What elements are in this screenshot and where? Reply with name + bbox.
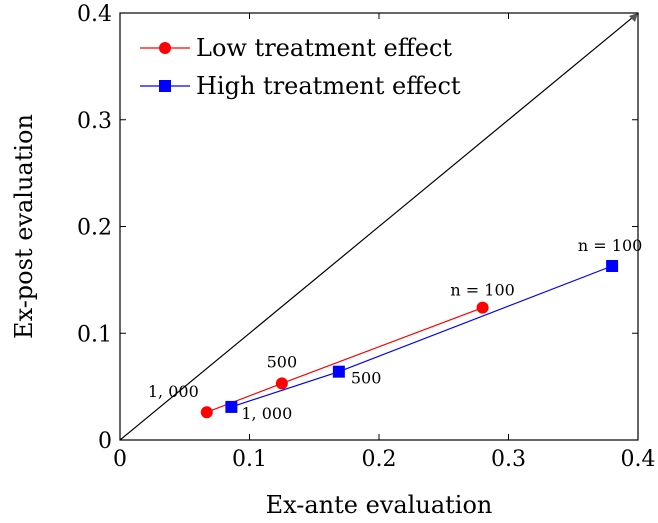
data-point xyxy=(606,259,619,272)
diagonal-arrow-head xyxy=(629,13,638,22)
point-label: 500 xyxy=(351,369,382,388)
y-tick-label: 0.2 xyxy=(77,216,112,241)
y-tick-label: 0.4 xyxy=(77,2,112,27)
x-tick-label: 0 xyxy=(113,447,127,472)
axes-layer: 0 0.1 0.2 0.3 0.4 0 0.1 0.2 0.3 0.4 xyxy=(77,2,656,472)
point-label: 1, 000 xyxy=(241,404,292,423)
y-tick-label: 0 xyxy=(98,429,112,454)
legend-marker xyxy=(159,80,171,92)
legend: Low treatment effect High treatment effec… xyxy=(140,34,461,100)
point-label: 500 xyxy=(267,352,298,371)
series-1 xyxy=(225,259,619,413)
legend-entry-0: Low treatment effect xyxy=(140,34,452,62)
series-line xyxy=(206,307,483,413)
series-layer xyxy=(200,259,619,419)
point-label: n = 100 xyxy=(578,236,642,255)
data-point xyxy=(476,301,489,314)
x-tick-label: 0.1 xyxy=(232,447,267,472)
point-label: n = 100 xyxy=(450,281,514,300)
y-tick-label: 0.1 xyxy=(77,322,112,347)
x-tick-label: 0.3 xyxy=(491,447,526,472)
y-axis-title: Ex-post evaluation xyxy=(10,114,38,339)
point-label: 1, 000 xyxy=(148,382,199,401)
legend-label: Low treatment effect xyxy=(196,34,452,62)
x-tick-label: 0.2 xyxy=(362,447,397,472)
y-tick-label: 0.3 xyxy=(77,109,112,134)
legend-entry-1: High treatment effect xyxy=(140,72,461,100)
x-tick-label: 0.4 xyxy=(621,447,656,472)
legend-marker xyxy=(159,42,171,54)
x-axis-title: Ex-ante evaluation xyxy=(266,491,493,519)
data-point xyxy=(332,365,345,378)
data-point xyxy=(275,377,288,390)
series-line xyxy=(231,265,613,408)
data-point xyxy=(200,406,213,419)
diagonal-reference-line xyxy=(119,12,639,441)
series-0 xyxy=(200,301,489,419)
data-point xyxy=(225,400,238,413)
point-labels-layer: 1, 000 500 n = 100 1, 000 500 n = 100 xyxy=(148,236,642,423)
legend-label: High treatment effect xyxy=(196,72,461,100)
diagonal-reference-layer xyxy=(119,12,639,441)
